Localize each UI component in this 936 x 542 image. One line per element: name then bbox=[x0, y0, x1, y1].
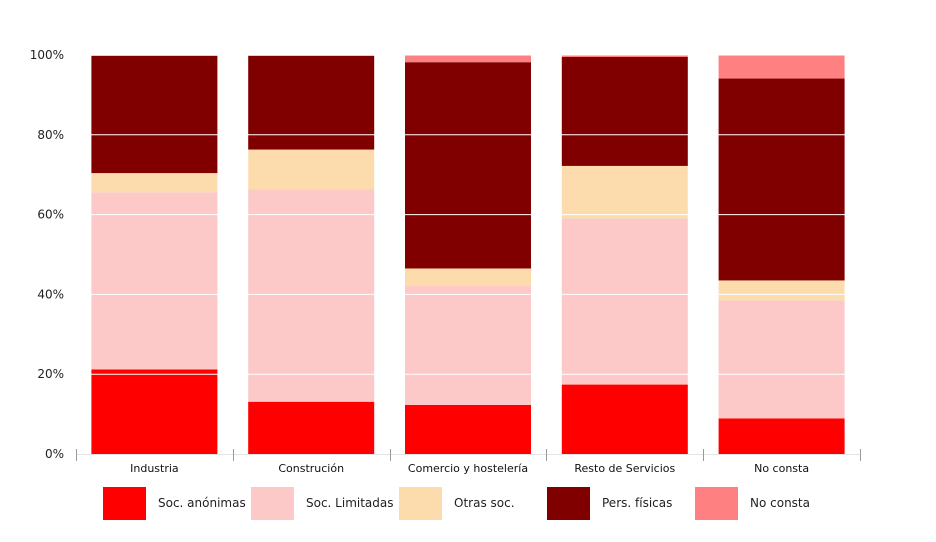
legend-label: Otras soc. bbox=[454, 496, 515, 510]
bar-segment bbox=[248, 401, 375, 454]
bar-segment bbox=[561, 384, 688, 454]
bar-segment bbox=[718, 300, 845, 419]
bar-segment bbox=[718, 55, 845, 79]
legend-item: Otras soc. bbox=[399, 486, 515, 520]
bar-segment bbox=[248, 149, 375, 190]
bar-segment bbox=[91, 55, 218, 174]
bar-segment bbox=[718, 280, 845, 301]
x-category-label: Industria bbox=[130, 462, 179, 475]
y-tick-label: 80% bbox=[37, 128, 64, 142]
bar-segment bbox=[718, 78, 845, 281]
legend-label: Pers. físicas bbox=[602, 496, 673, 510]
bar-segment bbox=[91, 192, 218, 370]
x-category-label: Resto de Servicios bbox=[574, 462, 675, 475]
y-tick-label: 0% bbox=[45, 447, 64, 461]
legend-swatch bbox=[695, 486, 738, 520]
bar-segment bbox=[561, 55, 688, 57]
y-tick-label: 100% bbox=[30, 48, 64, 62]
legend-swatch bbox=[399, 486, 442, 520]
bar-segment bbox=[405, 268, 531, 286]
bar-segment bbox=[405, 62, 531, 269]
bar-segment bbox=[248, 189, 375, 402]
bar-segment bbox=[561, 165, 688, 219]
gridlines-layer bbox=[76, 54, 860, 375]
axes-layer: 0% 20% 40% 60% 80% 100% Industria Construción Co… bbox=[30, 48, 861, 475]
y-tick-label: 40% bbox=[37, 287, 64, 301]
x-category-label: No consta bbox=[754, 462, 809, 475]
bar-segment bbox=[561, 218, 688, 385]
bar-segment bbox=[561, 56, 688, 166]
legend-item: No consta bbox=[695, 486, 810, 520]
bar-segment bbox=[718, 418, 845, 454]
legend-label: No consta bbox=[750, 496, 810, 510]
legend-item: Soc. Limitadas bbox=[251, 486, 394, 520]
bar-segment bbox=[405, 285, 531, 405]
bar-segment bbox=[91, 369, 218, 454]
bars-layer bbox=[91, 55, 845, 454]
y-tick-label: 60% bbox=[37, 208, 64, 222]
x-category-label: Comercio y hostelería bbox=[408, 462, 528, 475]
y-tick-label: 20% bbox=[37, 367, 64, 381]
x-category-label: Construción bbox=[278, 462, 344, 475]
legend-item: Pers. físicas bbox=[547, 486, 672, 520]
legend-item: Soc. anónimas bbox=[103, 486, 246, 520]
legend-label: Soc. anónimas bbox=[158, 496, 246, 510]
legend-swatch bbox=[251, 486, 294, 520]
bar-segment bbox=[91, 173, 218, 193]
bar-segment bbox=[405, 55, 531, 63]
legend-swatch bbox=[547, 486, 590, 520]
bar-segment bbox=[248, 55, 375, 150]
bar-segment bbox=[405, 404, 531, 454]
legend-swatch bbox=[103, 486, 146, 520]
legend-label: Soc. Limitadas bbox=[306, 496, 394, 510]
